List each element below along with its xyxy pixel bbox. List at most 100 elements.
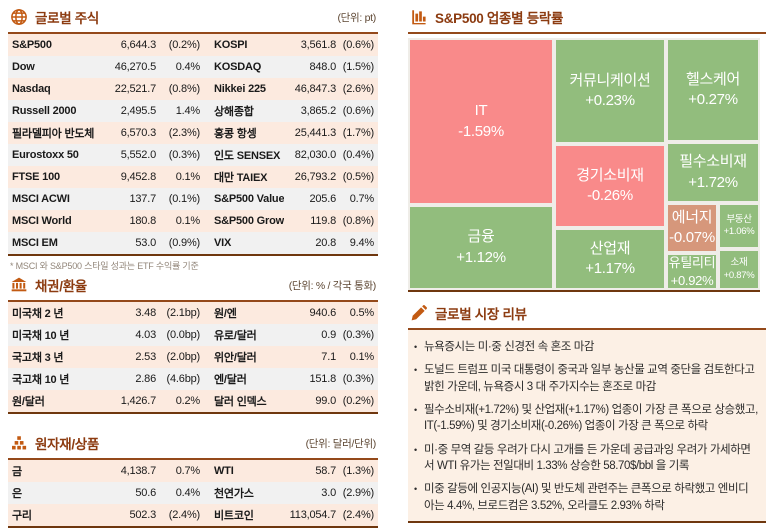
sector-block: 산업재 +1.17% [554, 228, 666, 290]
table-row: 은 50.6 0.4% 천연가스 3.0 (2.9%) [8, 482, 378, 504]
table-row: Nasdaq 22,521.7 (0.8%) Nikkei 225 46,847.3 (2… [8, 78, 378, 100]
bonds-fx-table: 미국채 2 년 3.48 (2.1bp) 원/엔 940.6 0.5% 미국채 10 년 4.… [8, 302, 378, 414]
review-bullet: • 도널드 트럼프 미국 대통령이 중국과 일부 농산물 교역 중단을 검토한다고… [414, 362, 758, 395]
section-title: 채권/환율 [35, 279, 87, 294]
table-row: 필라델피아 반도체 6,570.3 (2.3%) 홍콩 항셍 25,441.3 (1.7%… [8, 122, 378, 144]
bullet-text: 미중 갈등에 인공지능(AI) 및 반도체 관련주는 큰폭으로 하락했고 엔비디… [424, 483, 749, 512]
instrument-value: 6,570.3 [120, 127, 156, 139]
instrument-name: 은 [12, 488, 22, 500]
table-row: 국고채 10 년 2.86 (4.6bp) 엔/달러 151.8 (0.3%) [8, 368, 378, 390]
section-unit: (단위: pt) [337, 11, 376, 24]
sector-change: +0.87% [723, 269, 755, 281]
sector-change: +1.17% [585, 260, 635, 277]
sector-block: 커뮤니케이션 +0.23% [554, 38, 666, 144]
bullet-dot: • [414, 444, 417, 455]
instrument-name: FTSE 100 [12, 171, 60, 183]
instrument-value: 3.0 [321, 487, 336, 499]
sector-name: 부동산 [726, 213, 752, 225]
instrument-value: 205.6 [309, 193, 336, 205]
instrument-name: Nasdaq [12, 83, 51, 95]
table-row: 구리 502.3 (2.4%) 비트코인 113,054.7 (2.4%) [8, 504, 378, 526]
instrument-change: (0.9%) [168, 237, 200, 249]
instrument-name: 구리 [12, 510, 32, 522]
instrument-change: 0.1% [175, 171, 200, 183]
sector-change: +0.92% [670, 272, 714, 288]
instrument-name: 미국채 2 년 [12, 308, 64, 320]
instrument-value: 3,865.2 [300, 105, 336, 117]
instrument-value: 3,561.8 [300, 39, 336, 51]
instrument-name: VIX [214, 237, 232, 249]
instrument-name: 달러 인덱스 [214, 396, 267, 408]
instrument-name: Russell 2000 [12, 105, 77, 117]
instrument-name: 미국채 10 년 [12, 330, 70, 342]
instrument-value: 502.3 [129, 509, 156, 521]
instrument-value: 9,452.8 [120, 171, 156, 183]
sector-change: -1.59% [458, 122, 504, 140]
sector-change: +0.23% [585, 92, 635, 109]
section-title: 글로벌 주식 [35, 11, 100, 26]
instrument-value: 46,270.5 [114, 61, 156, 73]
instrument-value: 2,495.5 [120, 105, 156, 117]
global-stocks-section: 글로벌 주식 (단위: pt) S&P500 6,644.3 (0.2%) KOSPI… [8, 6, 378, 271]
global-stocks-table: S&P500 6,644.3 (0.2%) KOSPI 3,561.8 (0.6%) Dow… [8, 34, 378, 256]
commodities-table: 금 4,138.7 0.7% WTI 58.7 (1.3%) 은 50.6 0.4% 천연가스 3.… [8, 460, 378, 528]
sector-change: +1.12% [456, 248, 506, 266]
sector-name: 필수소비재 [679, 153, 747, 171]
instrument-name: 유로/달러 [214, 330, 257, 342]
instrument-name: MSCI World [12, 215, 72, 227]
instrument-name: Eurostoxx 50 [12, 149, 79, 161]
sector-name: IT [474, 102, 488, 120]
instrument-value: 113,054.7 [289, 509, 336, 521]
instrument-name: 천연가스 [214, 488, 254, 500]
instrument-change: (4.6bp) [166, 373, 200, 385]
sector-change: +1.06% [723, 226, 755, 237]
instrument-change: (1.5%) [342, 61, 374, 73]
instrument-value: 26,793.2 [294, 171, 336, 183]
instrument-change: (2.4%) [342, 509, 374, 521]
instrument-change: (0.5%) [342, 171, 374, 183]
instrument-change: 0.1% [349, 351, 374, 363]
sector-change: -0.07% [669, 229, 715, 246]
bonds-fx-header: 채권/환율 (단위: % / 각국 통화) [8, 274, 378, 302]
sector-block: 유틸리티 +0.92% [666, 253, 718, 290]
sector-block: 에너지 -0.07% [666, 203, 718, 253]
sector-block: 필수소비재 +1.72% [666, 142, 760, 203]
bullet-text: 뉴욕증시는 미·중 신경전 속 혼조 마감 [424, 341, 595, 353]
instrument-name: 홍콩 항셍 [214, 128, 257, 140]
instrument-change: 0.4% [175, 61, 200, 73]
instrument-value: 4,138.7 [120, 465, 156, 477]
instrument-change: (1.3%) [342, 465, 374, 477]
instrument-name: 원/달러 [12, 396, 45, 408]
sector-block: 소재 +0.87% [718, 249, 760, 290]
bar-chart-icon [410, 8, 428, 26]
right-column: S&P500 업종별 등락률 IT -1.59% 금융 +1.12% 커뮤니케이션 +0.… [408, 6, 766, 525]
instrument-name: Dow [12, 61, 35, 73]
sector-name: 유틸리티 [668, 254, 716, 270]
instrument-value: 848.0 [309, 61, 336, 73]
instrument-change: (1.7%) [342, 127, 374, 139]
instrument-change: (0.3%) [168, 149, 200, 161]
review-bullet: • 미중 갈등에 인공지능(AI) 및 반도체 관련주는 큰폭으로 하락했고 엔비… [414, 481, 758, 514]
sector-block: IT -1.59% [408, 38, 554, 205]
table-footnote: * MSCI 와 S&P500 스타일 성과는 ETF 수익률 기준 [10, 261, 199, 271]
sector-map-section: S&P500 업종별 등락률 IT -1.59% 금융 +1.12% 커뮤니케이션 +0.… [408, 6, 766, 292]
bullet-dot: • [414, 404, 417, 415]
sector-name: 경기소비재 [576, 166, 644, 184]
instrument-change: (0.1%) [168, 193, 200, 205]
table-row: Eurostoxx 50 5,552.0 (0.3%) 인도 SENSEX 82,030… [8, 144, 378, 166]
table-row: MSCI World 180.8 0.1% S&P500 Growth 119.8 (0.… [8, 210, 378, 232]
instrument-change: (0.6%) [342, 39, 374, 51]
instrument-name: S&P500 [12, 39, 52, 51]
instrument-change: (2.9%) [342, 487, 374, 499]
sector-block: 금융 +1.12% [408, 205, 554, 290]
bullet-text: 필수소비재(+1.72%) 및 산업재(+1.17%) 업종이 가장 큰 폭으로… [424, 403, 758, 433]
section-title: S&P500 업종별 등락률 [435, 11, 564, 26]
instrument-value: 151.8 [309, 373, 336, 385]
global-stocks-header: 글로벌 주식 (단위: pt) [8, 6, 378, 34]
instrument-change: (0.6%) [342, 105, 374, 117]
sector-change: -0.26% [587, 187, 633, 204]
table-row: Dow 46,270.5 0.4% KOSDAQ 848.0 (1.5%) [8, 56, 378, 78]
instrument-name: KOSDAQ [214, 61, 262, 73]
instrument-name: 필라델피아 반도체 [12, 128, 95, 140]
instrument-name: 위안/달러 [214, 352, 257, 364]
